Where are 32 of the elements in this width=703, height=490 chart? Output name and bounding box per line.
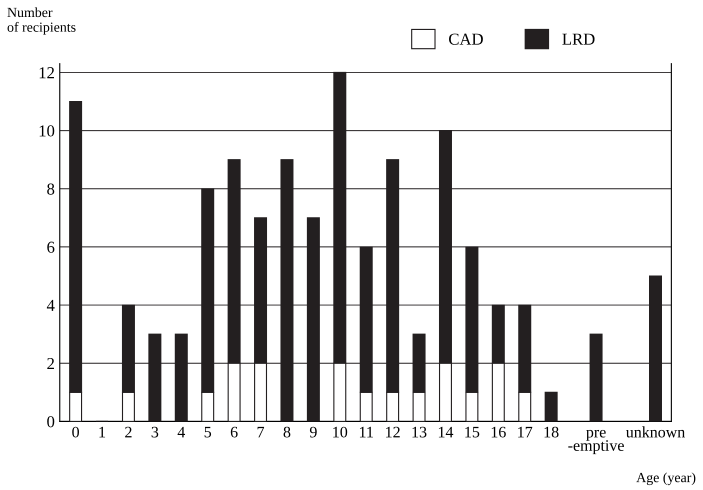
y-tick-label: 6	[47, 242, 54, 253]
y-tick-label: 10	[40, 125, 54, 137]
x-tick-label: 3	[152, 426, 158, 438]
x-tick-label: 9	[310, 426, 317, 438]
x-tick-label: 18	[544, 426, 559, 438]
legend-label: LRD	[562, 34, 595, 45]
legend-label: CAD	[449, 34, 483, 45]
x-tick-label: 10	[333, 426, 348, 438]
x-axis-title: Age (year)	[636, 472, 696, 486]
x-tick-label: 7	[258, 426, 264, 438]
x-tick-label: 15	[465, 426, 480, 438]
x-tick-label: 6	[230, 426, 238, 438]
x-tick-label: 14	[438, 426, 454, 438]
y-tick-label: 4	[46, 300, 55, 311]
x-tick-label: 5	[204, 426, 212, 438]
y-axis-title: Number of recipients	[7, 7, 76, 35]
x-tick-label: 2	[125, 426, 132, 438]
x-tick-label: 17	[518, 426, 532, 438]
x-tick-label: 4	[178, 426, 186, 438]
x-tick-label: 12	[386, 426, 400, 438]
x-tick-label: 16	[492, 426, 506, 438]
x-tick-label: 13	[412, 426, 426, 438]
x-tick-label: 8	[284, 426, 290, 438]
x-tick-label: pre -emptive	[568, 430, 624, 454]
y-tick-label: 0	[47, 416, 54, 428]
y-tick-label: 12	[40, 67, 54, 78]
y-tick-label: 2	[47, 358, 54, 370]
y-tick-label: 8	[47, 183, 54, 195]
x-tick-label: 0	[72, 426, 79, 438]
x-tick-label: unknown	[626, 426, 685, 438]
x-tick-label: 11	[360, 426, 373, 438]
x-tick-label: 1	[99, 426, 106, 438]
